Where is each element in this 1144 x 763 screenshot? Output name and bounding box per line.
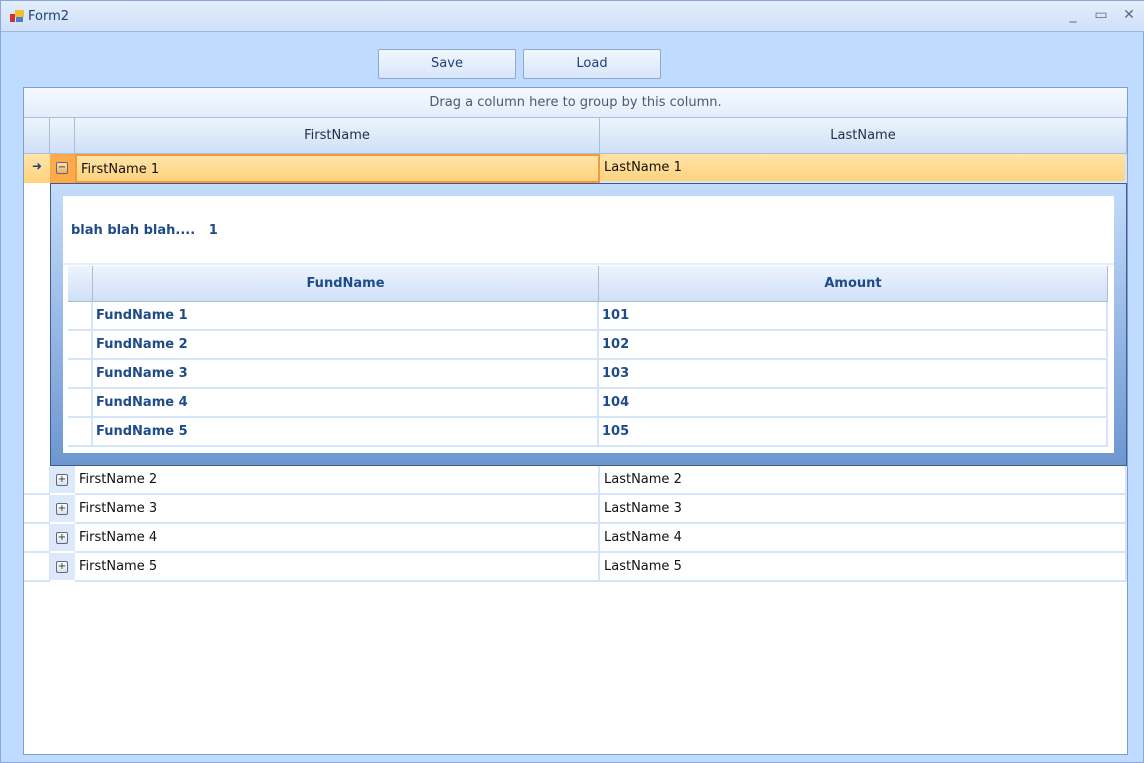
minimize-button[interactable]: _	[1069, 7, 1077, 23]
detail-cell-amount[interactable]: 105	[599, 418, 1108, 447]
detail-title: blah blah blah.... 1	[71, 223, 218, 238]
detail-inner: blah blah blah.... 1 FundName Amount Fun…	[63, 196, 1114, 453]
maximize-button[interactable]: ▭	[1094, 7, 1108, 23]
expand-header	[50, 118, 75, 154]
detail-cell-amount[interactable]: 104	[599, 389, 1108, 418]
indicator-header	[24, 118, 50, 154]
detail-cell-amount[interactable]: 103	[599, 360, 1108, 389]
row-indicator[interactable]	[24, 524, 50, 553]
cell-lastname[interactable]: LastName 2	[600, 466, 1127, 495]
detail-cell-fundname[interactable]: FundName 2	[93, 331, 599, 360]
master-grid[interactable]: Drag a column here to group by this colu…	[23, 87, 1128, 755]
detail-panel: blah blah blah.... 1 FundName Amount Fun…	[50, 183, 1127, 466]
expand-cell[interactable]: −	[50, 154, 75, 183]
save-button[interactable]: Save	[378, 49, 516, 79]
cell-firstname[interactable]: FirstName 5	[75, 553, 600, 582]
cell-lastname[interactable]: LastName 3	[600, 495, 1127, 524]
app-icon	[10, 10, 24, 22]
detail-cell-fundname[interactable]: FundName 3	[93, 360, 599, 389]
detail-header-fundname[interactable]: FundName	[93, 266, 599, 302]
cell-lastname[interactable]: LastName 1	[600, 154, 1127, 183]
detail-row-indicator[interactable]	[68, 331, 93, 360]
title-bar: Form2 _ ▭ ✕	[1, 1, 1144, 32]
current-row-arrow-icon: ➜	[32, 159, 43, 173]
cell-firstname[interactable]: FirstName 3	[75, 495, 600, 524]
collapse-icon[interactable]: −	[56, 162, 68, 174]
cell-lastname[interactable]: LastName 4	[600, 524, 1127, 553]
expand-icon[interactable]: +	[56, 503, 68, 515]
detail-row-indicator[interactable]	[68, 418, 93, 447]
detail-cell-fundname[interactable]: FundName 1	[93, 302, 599, 331]
column-header-firstname[interactable]: FirstName	[75, 118, 600, 154]
detail-row-indicator[interactable]	[68, 360, 93, 389]
load-button[interactable]: Load	[523, 49, 661, 79]
row-indicator[interactable]	[24, 495, 50, 524]
row-indicator[interactable]: ➜	[24, 154, 50, 183]
cell-firstname[interactable]: FirstName 2	[75, 466, 600, 495]
detail-cell-amount[interactable]: 102	[599, 331, 1108, 360]
window-title: Form2	[28, 9, 70, 24]
expand-cell[interactable]: +	[50, 524, 75, 553]
cell-lastname[interactable]: LastName 5	[600, 553, 1127, 582]
detail-indicator-header	[68, 266, 93, 302]
detail-header-amount[interactable]: Amount	[599, 266, 1108, 302]
expand-cell[interactable]: +	[50, 553, 75, 582]
detail-cell-fundname[interactable]: FundName 4	[93, 389, 599, 418]
cell-firstname[interactable]: FirstName 1	[75, 154, 600, 183]
cell-firstname[interactable]: FirstName 4	[75, 524, 600, 553]
row-indicator[interactable]	[24, 466, 50, 495]
expand-icon[interactable]: +	[56, 532, 68, 544]
expand-cell[interactable]: +	[50, 495, 75, 524]
detail-cell-amount[interactable]: 101	[599, 302, 1108, 331]
detail-row-indicator[interactable]	[68, 389, 93, 418]
expand-cell[interactable]: +	[50, 466, 75, 495]
expand-icon[interactable]: +	[56, 561, 68, 573]
column-header-lastname[interactable]: LastName	[600, 118, 1127, 154]
group-panel[interactable]: Drag a column here to group by this colu…	[24, 88, 1127, 118]
close-button[interactable]: ✕	[1123, 7, 1135, 23]
detail-cell-fundname[interactable]: FundName 5	[93, 418, 599, 447]
row-indicator[interactable]	[24, 553, 50, 582]
expand-icon[interactable]: +	[56, 474, 68, 486]
detail-row-indicator[interactable]	[68, 302, 93, 331]
